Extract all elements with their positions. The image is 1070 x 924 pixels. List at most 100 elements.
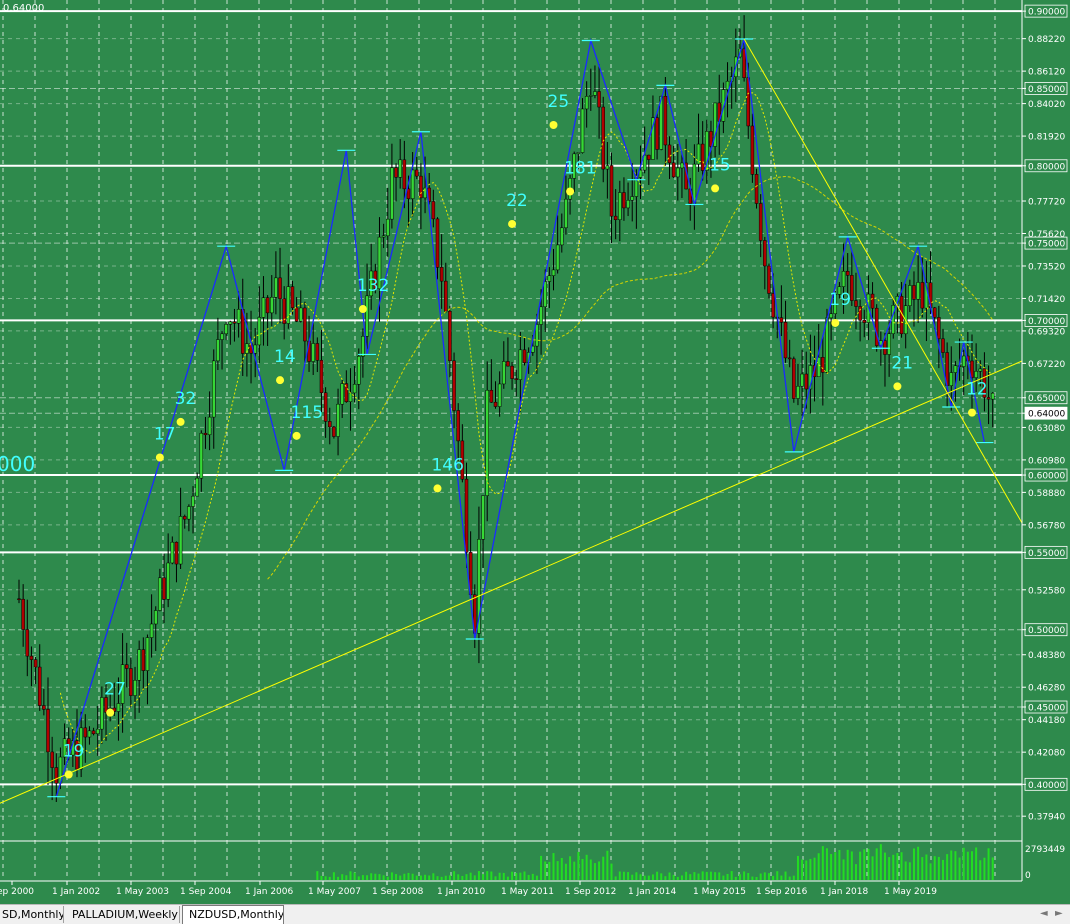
volume-bar — [436, 876, 439, 880]
moving-average-line — [267, 175, 994, 580]
volume-bar — [573, 861, 576, 880]
tab-nzdusd-monthly[interactable]: NZDUSD,Monthly — [182, 905, 284, 924]
candle — [133, 666, 137, 719]
volume-bar — [564, 863, 567, 880]
chart-canvas[interactable]: 0.90000 0.88220 0.86120 0.85000 0.84020 0.819… — [0, 0, 1070, 904]
volume-bar — [585, 854, 588, 880]
candle-body — [601, 106, 605, 170]
candle — [870, 282, 875, 319]
volume-bar — [813, 857, 816, 880]
volume-bar — [950, 850, 953, 880]
volume-bar — [796, 855, 799, 880]
volume-bar — [461, 875, 464, 880]
horizontal-levels — [0, 10, 1022, 786]
candle-body — [721, 89, 726, 122]
candle-body — [464, 478, 469, 553]
volume-bar — [490, 871, 493, 880]
volume-bar — [871, 856, 874, 880]
candle — [431, 189, 436, 228]
candle — [630, 163, 634, 222]
candle — [477, 506, 481, 664]
candle-body — [149, 623, 154, 638]
volume-bar — [349, 871, 352, 880]
candle — [903, 283, 908, 349]
candle-body — [199, 432, 204, 479]
candle — [547, 267, 552, 309]
candle-body — [506, 361, 510, 367]
candle-body — [489, 389, 494, 403]
volume-bar — [399, 875, 402, 880]
volume-bar — [523, 871, 526, 880]
candle — [332, 426, 336, 439]
candle — [808, 334, 813, 414]
candle — [290, 280, 295, 315]
volume-bar — [784, 871, 787, 880]
candle-body — [758, 203, 763, 241]
candle-body — [696, 143, 701, 165]
candle — [361, 328, 365, 378]
price-chart[interactable]: 0.90000 0.88220 0.86120 0.85000 0.84020 0.819… — [0, 0, 1070, 904]
zigzag-labels: 19 27 17 32 14 115 132 146 22 25 181 15 19 21 12 — [63, 92, 988, 761]
candle — [787, 339, 792, 368]
trend-line — [0, 357, 1031, 804]
candle-body — [261, 297, 266, 318]
candle-body — [274, 277, 278, 298]
candle — [638, 145, 643, 200]
candle — [982, 352, 987, 412]
candle — [336, 388, 340, 456]
candle-body — [290, 286, 295, 309]
candle-body — [912, 285, 916, 300]
candle — [647, 154, 651, 185]
volume-bar — [424, 874, 427, 880]
candle — [153, 606, 158, 651]
candle — [481, 495, 485, 568]
volume-bar — [730, 871, 733, 880]
candle — [758, 194, 763, 258]
scroll-right-icon[interactable]: ► — [1055, 908, 1063, 919]
candle — [584, 81, 589, 128]
candle-body — [655, 117, 659, 150]
candle — [667, 136, 672, 179]
candle — [941, 328, 945, 358]
candle — [729, 66, 734, 109]
price-label-box — [1024, 623, 1068, 637]
candle — [497, 371, 502, 417]
signal-dot — [155, 453, 164, 462]
price-axis: 0.90000 0.88220 0.86120 0.85000 0.84020 0.819… — [1021, 0, 1070, 890]
candle — [303, 301, 307, 364]
tab-sd-monthly[interactable]: SD,Monthly — [0, 906, 64, 923]
candle-body — [50, 751, 54, 768]
volume-bar — [946, 854, 949, 880]
candle-body — [141, 649, 146, 671]
candle — [394, 163, 398, 202]
volume-bar — [627, 872, 630, 880]
volume-bar — [888, 857, 891, 880]
volume-bar — [763, 872, 766, 880]
candle-body — [328, 421, 332, 428]
volume-bar — [809, 858, 812, 880]
candle-body — [17, 598, 21, 601]
candle — [671, 145, 676, 178]
volume-bar — [859, 851, 862, 880]
candle-body — [845, 271, 850, 276]
scroll-left-icon[interactable]: ◄ — [1040, 908, 1048, 919]
volume-bar — [469, 872, 472, 880]
volume-bar — [502, 872, 505, 880]
price-label: 0.45000 — [1028, 704, 1065, 714]
candle — [390, 143, 394, 229]
tab-palladium-weekly[interactable]: PALLADIUM,Weekly — [66, 906, 180, 923]
candle — [340, 380, 344, 418]
candle — [344, 370, 349, 403]
candle — [589, 68, 593, 111]
candle-body — [323, 392, 328, 422]
volume-bar — [966, 851, 969, 880]
candle-body — [133, 680, 137, 696]
candle — [990, 392, 995, 428]
volume-bar — [639, 874, 642, 880]
candle — [21, 584, 25, 647]
signal-dot — [508, 219, 517, 228]
candle-body — [91, 730, 96, 735]
volume-bar — [958, 857, 961, 880]
volume-bar — [676, 876, 679, 880]
price-label: 0.52580 — [1028, 586, 1065, 596]
